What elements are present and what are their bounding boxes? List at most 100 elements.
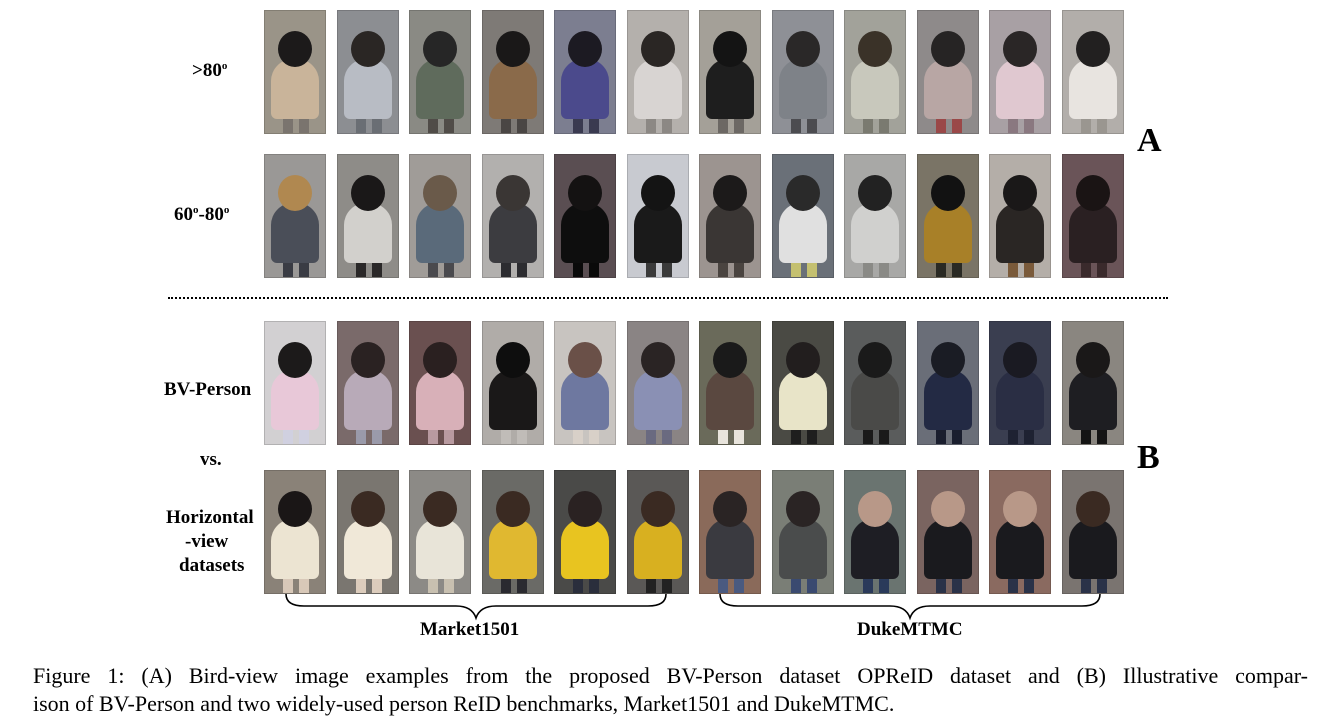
person-thumbnail — [699, 154, 761, 278]
thumbnail-body — [344, 203, 392, 263]
thumbnail-body — [634, 203, 682, 263]
thumbnail-head — [931, 31, 965, 67]
person-thumbnail — [917, 10, 979, 134]
thumbnail-body — [416, 370, 464, 430]
label-60-80: 60o-80o — [174, 204, 230, 225]
thumbnail-head — [423, 175, 457, 211]
thumbnail-body — [706, 203, 754, 263]
thumbnail-head — [713, 31, 747, 67]
thumbnail-head — [858, 175, 892, 211]
thumbnail-head — [786, 491, 820, 527]
thumbnail-body — [706, 370, 754, 430]
thumbnail-head — [496, 31, 530, 67]
thumbnail-head — [496, 342, 530, 378]
thumbnail-body — [779, 370, 827, 430]
thumbnail-body — [851, 519, 899, 579]
thumbnail-body — [779, 519, 827, 579]
person-thumbnail — [917, 321, 979, 445]
person-thumbnail — [409, 154, 471, 278]
person-thumbnail — [699, 321, 761, 445]
figure-caption: Figure 1: (A) Bird-view image examples f… — [33, 662, 1308, 718]
person-thumbnail — [699, 470, 761, 594]
person-thumbnail — [409, 321, 471, 445]
thumbnail-head — [858, 342, 892, 378]
thumbnail-head — [713, 491, 747, 527]
thumbnail-body — [271, 203, 319, 263]
thumbnail-body — [924, 203, 972, 263]
thumbnail-body — [1069, 203, 1117, 263]
thumbnail-body — [416, 203, 464, 263]
person-thumbnail — [627, 470, 689, 594]
thumbnail-head — [1076, 175, 1110, 211]
thumbnail-head — [496, 175, 530, 211]
person-thumbnail — [772, 321, 834, 445]
thumbnail-head — [278, 491, 312, 527]
person-thumbnail — [844, 470, 906, 594]
brace-market1501 — [285, 593, 667, 621]
degree-symbol: o — [223, 204, 230, 216]
thumbnail-head — [1076, 342, 1110, 378]
thumbnail-body — [344, 59, 392, 119]
thumbnail-head — [1076, 491, 1110, 527]
thumbnail-body — [489, 59, 537, 119]
thumbnail-head — [351, 31, 385, 67]
thumbnail-body — [706, 519, 754, 579]
person-thumbnail — [409, 10, 471, 134]
thumbnail-body — [851, 59, 899, 119]
label-horizontal: Horizontal — [166, 507, 254, 528]
thumbnail-head — [786, 31, 820, 67]
thumbnail-head — [858, 31, 892, 67]
person-thumbnail — [264, 154, 326, 278]
thumbnail-body — [271, 59, 319, 119]
label-view: -view — [185, 531, 229, 552]
thumbnail-body — [996, 59, 1044, 119]
thumbnail-body — [851, 203, 899, 263]
grid-row-a2 — [264, 154, 1124, 278]
person-thumbnail — [989, 154, 1051, 278]
label-datasets: datasets — [179, 555, 245, 576]
thumbnail-head — [786, 342, 820, 378]
person-thumbnail — [554, 10, 616, 134]
person-thumbnail — [264, 321, 326, 445]
brace-label-dukemtmc: DukeMTMC — [857, 619, 963, 640]
person-thumbnail — [627, 154, 689, 278]
person-thumbnail — [699, 10, 761, 134]
person-thumbnail — [482, 470, 544, 594]
person-thumbnail — [482, 154, 544, 278]
thumbnail-head — [713, 175, 747, 211]
thumbnail-body — [271, 370, 319, 430]
panel-letter-b: B — [1137, 439, 1160, 476]
person-thumbnail — [554, 321, 616, 445]
thumbnail-head — [278, 31, 312, 67]
thumbnail-body — [634, 370, 682, 430]
label-60-text: 60 — [174, 204, 193, 225]
person-thumbnail — [989, 470, 1051, 594]
thumbnail-head — [278, 342, 312, 378]
thumbnail-body — [344, 519, 392, 579]
person-thumbnail — [844, 321, 906, 445]
thumbnail-head — [1076, 31, 1110, 67]
degree-symbol: o — [193, 204, 199, 216]
thumbnail-head — [568, 491, 602, 527]
thumbnail-head — [351, 491, 385, 527]
thumbnail-body — [996, 519, 1044, 579]
thumbnail-body — [489, 370, 537, 430]
person-thumbnail — [772, 154, 834, 278]
thumbnail-body — [416, 519, 464, 579]
thumbnail-body — [924, 519, 972, 579]
thumbnail-head — [568, 175, 602, 211]
person-thumbnail — [337, 321, 399, 445]
person-thumbnail — [844, 154, 906, 278]
thumbnail-head — [931, 491, 965, 527]
thumbnail-head — [351, 342, 385, 378]
thumbnail-body — [634, 519, 682, 579]
thumbnail-body — [779, 59, 827, 119]
label-above-80: >80o — [192, 61, 227, 81]
thumbnail-body — [489, 203, 537, 263]
person-thumbnail — [989, 321, 1051, 445]
thumbnail-body — [996, 203, 1044, 263]
label-vs: vs. — [200, 449, 222, 470]
thumbnail-head — [423, 342, 457, 378]
thumbnail-head — [641, 491, 675, 527]
thumbnail-head — [278, 175, 312, 211]
